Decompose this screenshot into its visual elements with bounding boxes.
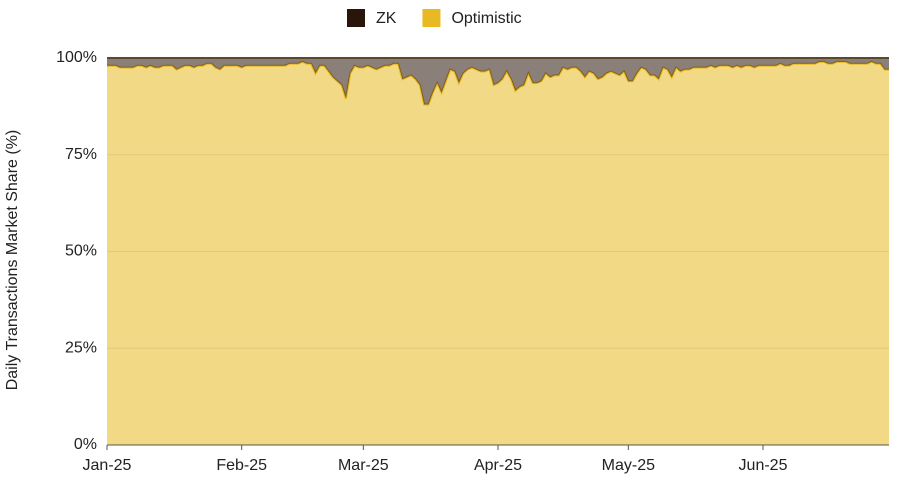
y-tick-label: 75% bbox=[65, 146, 97, 163]
x-tick-label: Jan-25 bbox=[83, 457, 132, 474]
legend-label: Optimistic bbox=[451, 10, 521, 27]
area bbox=[107, 61, 889, 446]
y-tick-label: 100% bbox=[56, 49, 97, 66]
x-tick-label: May-25 bbox=[602, 457, 655, 474]
x-tick-label: Feb-25 bbox=[216, 457, 267, 474]
legend-swatch bbox=[422, 9, 441, 27]
y-tick-label: 50% bbox=[65, 243, 97, 260]
y-tick-label: 25% bbox=[65, 339, 97, 356]
x-tick-label: Jun-25 bbox=[739, 457, 788, 474]
x-tick-label: Apr-25 bbox=[474, 457, 522, 474]
y-axis-title: Daily Transactions Market Share (%) bbox=[4, 130, 21, 391]
y-tick-label: 0% bbox=[74, 436, 97, 453]
x-tick-label: Mar-25 bbox=[338, 457, 389, 474]
area bbox=[107, 58, 889, 105]
legend-swatch bbox=[347, 9, 365, 27]
legend-label: ZK bbox=[376, 10, 397, 27]
